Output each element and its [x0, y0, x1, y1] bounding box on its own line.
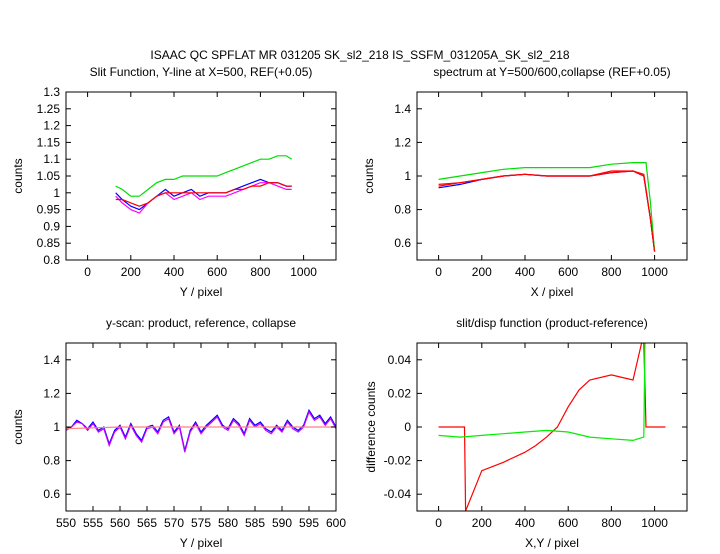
y-tick-label: 0: [404, 420, 411, 434]
chart-spectrum: spectrum at Y=500/600,collapse (REF+0.05…: [362, 65, 688, 299]
x-tick-label: 400: [515, 516, 535, 530]
series-group: [438, 343, 666, 511]
x-tick-label: 580: [218, 516, 238, 530]
series-line-product-smooth: [115, 182, 292, 207]
series-line-collapse: [66, 426, 336, 430]
y-tick-label: 1: [53, 420, 60, 434]
x-tick-label: 800: [250, 265, 270, 279]
x-tick-label: 550: [56, 516, 76, 530]
y-tick-label: 0.9: [43, 219, 60, 233]
x-tick-label: 600: [326, 516, 346, 530]
x-axis-label: X,Y / pixel: [525, 536, 579, 550]
series-line-reference: [115, 182, 292, 214]
x-tick-label: 200: [121, 265, 141, 279]
chart-title: spectrum at Y=500/600,collapse (REF+0.05…: [433, 65, 670, 79]
x-tick-label: 200: [472, 265, 492, 279]
series-line-y-500: [438, 170, 656, 252]
series-line-slit-function: [438, 343, 666, 511]
y-tick-label: 0.8: [394, 203, 411, 217]
series-line-y-600: [438, 170, 656, 252]
series-line-product: [115, 178, 292, 211]
x-tick-label: 400: [164, 265, 184, 279]
x-tick-label: 800: [601, 265, 621, 279]
y-tick-label: 1.4: [43, 353, 60, 367]
x-tick-label: 0: [84, 265, 91, 279]
x-tick-label: 1000: [290, 265, 317, 279]
series-group: [115, 155, 293, 214]
y-axis-label: counts: [362, 158, 376, 193]
x-tick-label: 595: [299, 516, 319, 530]
x-tick-label: 600: [558, 265, 578, 279]
x-tick-label: 200: [472, 516, 492, 530]
series-line-dispersion-function: [438, 343, 646, 442]
x-tick-label: 575: [191, 516, 211, 530]
y-tick-label: 0.04: [388, 353, 412, 367]
series-group: [438, 162, 656, 252]
y-tick-label: 0.85: [37, 236, 61, 250]
panels: Slit Function, Y-line at X=500, REF(+0.0…: [11, 65, 688, 550]
chart-slit-function: Slit Function, Y-line at X=500, REF(+0.0…: [11, 65, 337, 299]
chart-title: Slit Function, Y-line at X=500, REF(+0.0…: [90, 65, 313, 79]
y-tick-label: 0.8: [43, 454, 60, 468]
y-tick-label: 0.02: [388, 386, 412, 400]
x-tick-label: 570: [164, 516, 184, 530]
chart-y-scan: y-scan: product, reference, collapse 550 5…: [11, 316, 346, 550]
x-axis-label: Y / pixel: [180, 536, 222, 550]
y-tick-label: 1: [404, 169, 411, 183]
chart-slit-disp-function: slit/disp function (product-reference) 0 2…: [364, 316, 688, 550]
y-tick-label: 1.05: [37, 169, 61, 183]
x-tick-label: 585: [245, 516, 265, 530]
x-tick-label: 560: [110, 516, 130, 530]
x-tick-label: 0: [435, 516, 442, 530]
x-axis-label: X / pixel: [531, 285, 574, 299]
x-tick-label: 565: [137, 516, 157, 530]
x-tick-label: 600: [558, 516, 578, 530]
y-tick-label: 0.6: [43, 487, 60, 501]
x-tick-label: 590: [272, 516, 292, 530]
y-tick-label: 1: [53, 186, 60, 200]
y-tick-label: 1.2: [43, 119, 60, 133]
x-tick-label: 555: [83, 516, 103, 530]
x-tick-label: 800: [601, 516, 621, 530]
page-title: ISAAC QC SPFLAT MR 031205 SK_sl2_218 IS_…: [150, 48, 569, 62]
y-axis-label: counts: [11, 409, 25, 444]
series-group: [66, 408, 336, 453]
series-line-product: [66, 408, 336, 451]
series-line-collapse: [438, 170, 656, 252]
x-axis-label: Y / pixel: [180, 285, 222, 299]
y-axis-label: difference counts: [364, 381, 378, 472]
x-tick-label: 1000: [641, 265, 668, 279]
series-line-reference-smooth: [115, 155, 293, 197]
x-tick-label: 0: [435, 265, 442, 279]
y-tick-label: 1.3: [43, 85, 60, 99]
series-line-reference: [438, 162, 656, 252]
chart-title: slit/disp function (product-reference): [456, 316, 647, 330]
x-tick-label: 1000: [641, 516, 668, 530]
y-tick-label: 1.4: [394, 102, 411, 116]
y-tick-label: 1.2: [43, 386, 60, 400]
y-tick-label: 1.25: [37, 102, 61, 116]
y-tick-label: 0.95: [37, 203, 61, 217]
y-tick-label: 0.8: [43, 253, 60, 267]
y-tick-label: -0.02: [384, 454, 412, 468]
y-tick-label: 1.15: [37, 135, 61, 149]
y-tick-label: 1.2: [394, 135, 411, 149]
y-tick-label: 0.6: [394, 236, 411, 250]
y-tick-label: -0.04: [384, 487, 412, 501]
x-tick-label: 600: [207, 265, 227, 279]
x-tick-label: 400: [515, 265, 535, 279]
chart-title: y-scan: product, reference, collapse: [106, 316, 296, 330]
y-tick-label: 1.1: [43, 152, 60, 166]
y-axis-label: counts: [11, 158, 25, 193]
